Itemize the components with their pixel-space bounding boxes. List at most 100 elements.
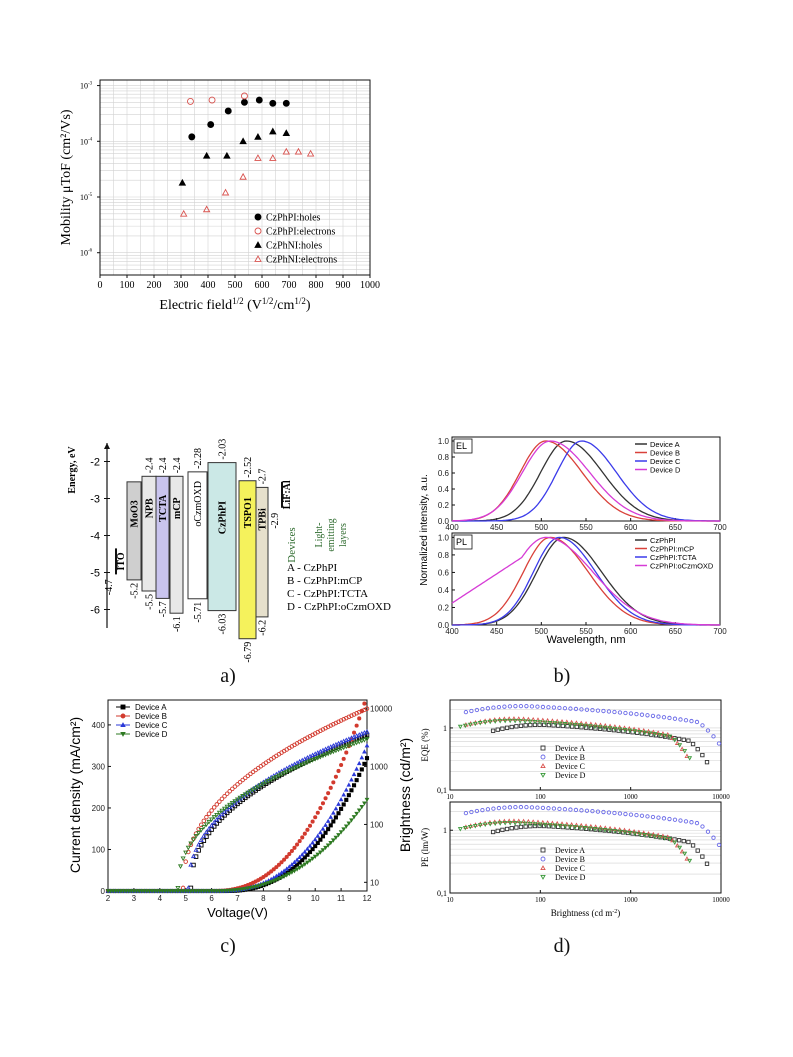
efficiency-point bbox=[705, 829, 711, 834]
efficiency-point bbox=[535, 704, 540, 709]
devices-title: Devices bbox=[286, 527, 298, 562]
efficiency-point bbox=[681, 838, 686, 844]
efficiency-point bbox=[647, 833, 653, 839]
efficiency-point bbox=[477, 721, 483, 726]
x-tick-label: 100 bbox=[120, 280, 135, 291]
eml-title: layers bbox=[338, 523, 349, 547]
current-density-point bbox=[341, 802, 346, 807]
efficiency-point bbox=[518, 703, 524, 709]
efficiency-point bbox=[642, 730, 648, 736]
y2-tick-label: 100 bbox=[370, 820, 384, 829]
efficiency-point bbox=[592, 827, 598, 832]
brightness-point bbox=[211, 819, 217, 825]
brightness-point bbox=[235, 782, 240, 787]
brightness-point bbox=[356, 739, 362, 745]
efficiency-point bbox=[682, 851, 688, 857]
efficiency-point bbox=[522, 719, 528, 724]
efficiency-point bbox=[612, 810, 617, 816]
efficiency-point bbox=[527, 719, 533, 725]
brightness-point bbox=[364, 737, 370, 742]
brightness-point bbox=[219, 796, 225, 802]
x-tick-label: 550 bbox=[579, 523, 593, 532]
brightness-point bbox=[289, 767, 295, 773]
brightness-point bbox=[203, 829, 209, 835]
brightness-point bbox=[242, 792, 248, 798]
brightness-point bbox=[227, 802, 233, 808]
legend-marker bbox=[540, 763, 546, 769]
efficiency-point bbox=[502, 821, 508, 826]
x-tick-label: 1000 bbox=[360, 280, 380, 291]
brightness-point bbox=[268, 777, 274, 783]
layer-energy-label: -6.03 bbox=[218, 614, 229, 635]
brightness-point bbox=[276, 773, 282, 779]
data-point bbox=[306, 149, 315, 157]
layer-energy-label: -2.28 bbox=[193, 448, 204, 469]
x-tick-label: 0 bbox=[98, 280, 103, 291]
current-density-point bbox=[274, 865, 279, 870]
efficiency-point bbox=[704, 861, 710, 866]
current-density-point bbox=[217, 889, 222, 894]
current-density-point bbox=[170, 889, 176, 894]
current-density-point bbox=[359, 767, 364, 772]
efficiency-point bbox=[491, 705, 496, 710]
x-tick-label: 6 bbox=[209, 894, 214, 903]
efficiency-point bbox=[557, 823, 563, 829]
current-density-point bbox=[339, 762, 344, 768]
efficiency-point bbox=[514, 724, 519, 729]
x-tick-label: 400 bbox=[445, 523, 459, 532]
efficiency-point bbox=[676, 838, 682, 843]
x-tick-label: 1000 bbox=[624, 896, 639, 904]
efficiency-point bbox=[507, 704, 513, 709]
current-density-point bbox=[271, 879, 277, 884]
current-density-point bbox=[338, 797, 344, 802]
layer-energy-label: -2.9 bbox=[270, 513, 281, 529]
current-density-point bbox=[352, 783, 357, 788]
panel-label: a) bbox=[220, 665, 236, 687]
current-density-point bbox=[328, 823, 333, 828]
efficiency-point bbox=[528, 722, 533, 728]
brightness-point bbox=[320, 753, 326, 759]
current-density-point bbox=[154, 889, 160, 894]
efficiency-point bbox=[602, 828, 608, 833]
current-density-point bbox=[292, 859, 297, 865]
efficiency-point bbox=[518, 804, 524, 810]
layer-name: LiF:Al bbox=[282, 480, 293, 509]
layer-energy-label: -2.4 bbox=[158, 457, 169, 473]
efficiency-point bbox=[597, 725, 603, 730]
efficiency-point bbox=[524, 804, 529, 810]
current-density-point bbox=[312, 854, 318, 860]
current-density-point bbox=[336, 833, 341, 838]
efficiency-point bbox=[500, 827, 505, 833]
efficiency-point bbox=[523, 824, 528, 829]
efficiency-point bbox=[652, 732, 658, 737]
layer-box bbox=[255, 486, 269, 618]
efficiency-point bbox=[665, 834, 671, 839]
data-point bbox=[179, 209, 188, 217]
current-density-point bbox=[331, 819, 336, 824]
device-legend-item: B - CzPhPI:mCP bbox=[287, 575, 362, 587]
legend-marker bbox=[540, 772, 546, 778]
efficiency-point bbox=[523, 723, 528, 728]
device-legend-item: A - CzPhPI bbox=[287, 562, 337, 574]
current-density-point bbox=[276, 876, 282, 882]
efficiency-point bbox=[509, 724, 514, 730]
y-tick-label: 0.4 bbox=[438, 586, 450, 595]
current-density-point bbox=[320, 848, 326, 853]
current-density-point bbox=[206, 889, 212, 894]
current-density-point bbox=[323, 845, 328, 851]
current-density-point bbox=[326, 791, 331, 796]
brightness-point bbox=[338, 746, 344, 752]
x-tick-label: 200 bbox=[147, 280, 162, 291]
efficiency-point bbox=[507, 718, 513, 724]
current-density-point bbox=[326, 827, 331, 832]
brightness-point bbox=[196, 826, 201, 832]
brightness-point bbox=[198, 842, 204, 848]
current-density-point bbox=[344, 797, 349, 802]
brightness-point bbox=[209, 817, 215, 823]
x-tick-label: 450 bbox=[490, 523, 504, 532]
mobility-chart: 0 100 200 300 400 500 600 700 800 900 100010-310-4… bbox=[59, 79, 380, 313]
layer-name: CzPhPI bbox=[218, 501, 229, 534]
y-tick-exponent: -3 bbox=[88, 82, 93, 87]
efficiency-point bbox=[601, 708, 606, 714]
x-tick-label: 300 bbox=[174, 280, 189, 291]
